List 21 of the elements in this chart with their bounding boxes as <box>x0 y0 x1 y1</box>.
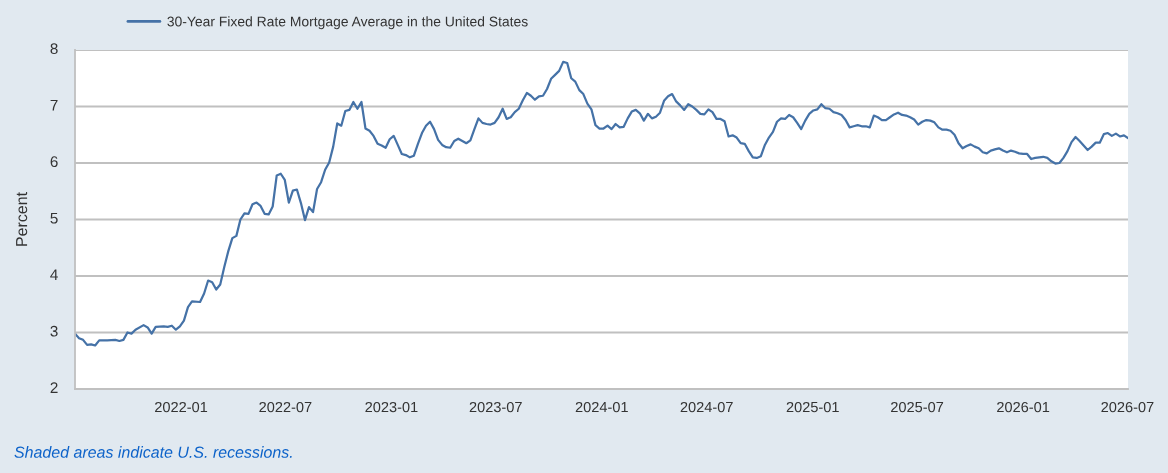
legend-label: 30-Year Fixed Rate Mortgage Average in the United States <box>167 16 528 30</box>
y-tick-label: 6 <box>50 156 58 168</box>
text: Shaded areas indicate U.S. recessions. <box>14 446 292 458</box>
y-tick-label: 2 <box>50 382 58 393</box>
x-tick-label: 2022-01 <box>155 401 208 413</box>
y-tick-label: 5 <box>50 212 58 224</box>
y-tick-label: 4 <box>50 269 58 280</box>
x-tick-label: 2023-07 <box>469 401 522 413</box>
line-series <box>75 60 1128 347</box>
x-tick-label: 2026-07 <box>1101 401 1154 413</box>
x-tick-label: 2025-07 <box>891 401 944 413</box>
x-tick-label: 2023-01 <box>365 401 418 413</box>
x-tick-label: 2026-01 <box>997 401 1050 413</box>
y-tick-label: 3 <box>50 325 58 337</box>
x-tick-label: 2024-07 <box>680 401 733 413</box>
x-tick-label: 2024-01 <box>575 401 628 413</box>
y-axis-title: Percent <box>16 192 28 246</box>
y-tick-label: 8 <box>50 43 58 55</box>
x-tick-label: 2025-01 <box>786 401 839 413</box>
x-tick-label: 2022-07 <box>259 401 312 413</box>
y-tick-label: 7 <box>50 99 58 111</box>
